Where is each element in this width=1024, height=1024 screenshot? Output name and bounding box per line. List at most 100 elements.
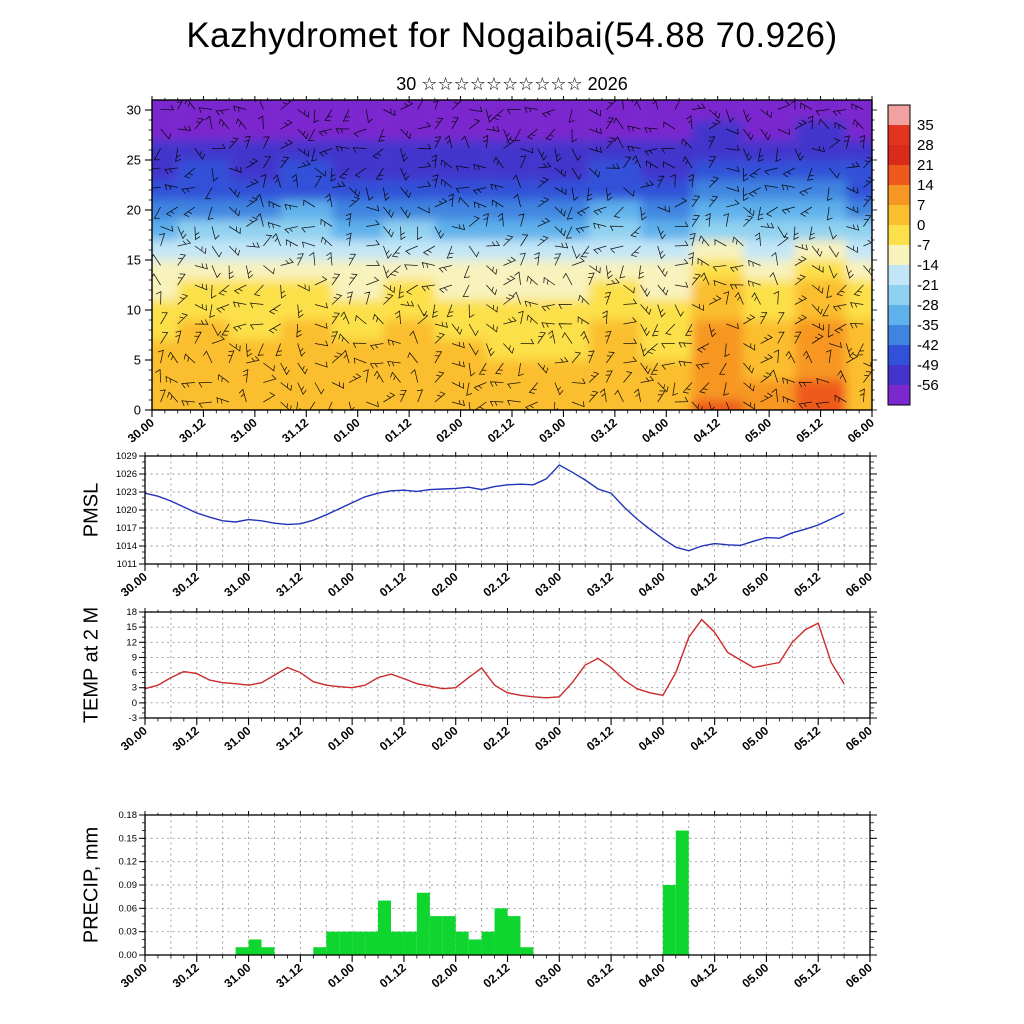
- x-tick-label: 06.00: [843, 723, 875, 753]
- y-tick-label: 5: [134, 353, 141, 368]
- colorbar-label: -14: [917, 257, 939, 274]
- x-tick-label: 31.12: [279, 415, 311, 445]
- y-tick-label: 0.03: [119, 927, 138, 938]
- colorbar-label: -7: [917, 237, 930, 254]
- precip-bars: [235, 830, 689, 955]
- y-tick-label: 3: [132, 683, 137, 694]
- y-tick-label: 1029: [116, 451, 137, 462]
- x-tick-label: 02.00: [429, 723, 461, 753]
- x-tick-label: 02.00: [429, 569, 461, 599]
- x-tick-label: 31.00: [221, 723, 253, 753]
- x-tick-label: 01.12: [377, 960, 409, 990]
- x-tick-label: 06.00: [843, 569, 875, 599]
- x-tick-label: 04.00: [636, 960, 668, 990]
- colorbar-label: -28: [917, 297, 939, 314]
- page-title: Kazhydromet for Nogaibai(54.88 70.926): [186, 16, 838, 55]
- x-tick-label: 03.00: [536, 415, 568, 445]
- temp-2m-grid: [145, 612, 870, 718]
- y-tick-label: 1020: [116, 505, 137, 516]
- colorbar-label: -21: [917, 277, 939, 294]
- cross-section-heatmap: [152, 100, 872, 410]
- colorbar-label: -56: [917, 377, 939, 394]
- y-tick-label: 30: [127, 103, 141, 118]
- x-tick-label: 31.00: [221, 960, 253, 990]
- y-tick-label: 0.18: [119, 810, 138, 821]
- y-tick-label: 0.09: [119, 880, 138, 891]
- x-tick-label: 06.00: [843, 960, 875, 990]
- x-tick-label: 30.12: [176, 415, 208, 445]
- x-tick-label: 04.12: [691, 415, 723, 445]
- x-tick-label: 02.00: [429, 960, 461, 990]
- y-tick-label: 10: [127, 303, 141, 318]
- x-tick-label: 04.12: [688, 569, 720, 599]
- temp-2m-line: [144, 618, 845, 699]
- pmsl-line: [144, 464, 845, 552]
- y-tick-label: 1017: [116, 523, 137, 534]
- x-tick-label: 01.12: [382, 415, 414, 445]
- temp-2m-frame: [144, 611, 871, 719]
- x-tick-label: 03.12: [584, 569, 616, 599]
- temp-2m-y-axis: -3 0 3 6 9 12 15 18: [126, 607, 877, 724]
- y-tick-label: 0.00: [119, 950, 138, 961]
- x-tick-label: 30.12: [170, 960, 202, 990]
- colorbar-label: -49: [917, 357, 939, 374]
- y-tick-label: 1014: [116, 541, 137, 552]
- x-tick-label: 04.00: [636, 569, 668, 599]
- x-tick-label: 06.00: [845, 415, 877, 445]
- x-tick-label: 31.00: [221, 569, 253, 599]
- x-tick-label: 05.12: [793, 415, 825, 445]
- y-tick-label: 15: [127, 253, 141, 268]
- page-subtitle: 30 ☆☆☆☆☆☆☆☆☆☆ 2026: [396, 74, 628, 94]
- colorbar-label: 28: [917, 137, 934, 154]
- y-tick-label: 12: [126, 637, 137, 648]
- x-tick-label: 02.12: [480, 723, 512, 753]
- x-tick-label: 05.00: [739, 723, 771, 753]
- x-tick-label: 30.00: [118, 569, 150, 599]
- x-tick-label: 05.00: [739, 569, 771, 599]
- x-tick-label: 30.00: [118, 960, 150, 990]
- temp-2m-x-axis: 30.00 30.12 31.00 31.12 01.00 01.12 02.00 02.12…: [118, 608, 875, 754]
- x-tick-label: 03.12: [588, 415, 620, 445]
- y-tick-label: 9: [132, 652, 137, 663]
- x-tick-label: 04.00: [636, 723, 668, 753]
- y-tick-label: -3: [129, 713, 137, 724]
- colorbar-label: 14: [917, 177, 934, 194]
- x-tick-label: 01.00: [331, 415, 363, 445]
- y-tick-label: 15: [126, 622, 137, 633]
- x-tick-label: 01.00: [325, 960, 357, 990]
- colorbar-label: -35: [917, 317, 939, 334]
- x-tick-label: 03.00: [532, 569, 564, 599]
- y-tick-label: 1011: [117, 559, 137, 570]
- x-tick-label: 05.12: [791, 960, 823, 990]
- x-tick-label: 05.00: [739, 960, 771, 990]
- y-tick-label: 1026: [116, 469, 137, 480]
- x-tick-label: 04.00: [639, 415, 671, 445]
- x-tick-label: 02.12: [480, 569, 512, 599]
- x-tick-label: 30.00: [118, 723, 150, 753]
- y-tick-label: 0: [134, 403, 141, 418]
- x-tick-label: 04.12: [688, 960, 720, 990]
- x-tick-label: 31.12: [273, 569, 305, 599]
- colorbar-label: 21: [917, 157, 934, 174]
- x-tick-label: 02.12: [485, 415, 517, 445]
- x-tick-label: 31.12: [273, 960, 305, 990]
- pmsl-grid: [145, 456, 870, 564]
- y-tick-label: 0: [132, 698, 137, 709]
- x-tick-label: 05.12: [791, 723, 823, 753]
- x-tick-label: 03.00: [532, 723, 564, 753]
- x-tick-label: 31.12: [273, 723, 305, 753]
- x-tick-label: 02.12: [480, 960, 512, 990]
- cross-section-y-axis: 0 5 10 15 20 25 30: [127, 103, 877, 418]
- y-tick-label: 6: [132, 668, 137, 679]
- y-tick-label: 0.06: [119, 903, 138, 914]
- x-tick-label: 30.12: [170, 569, 202, 599]
- pmsl-y-axis: 1011 1014 1017 1020 1023 1026 1029: [116, 451, 877, 570]
- precip-y-axis: 0.00 0.03 0.06 0.09 0.12 0.15 0.18: [119, 810, 877, 961]
- colorbar-label: 0: [917, 217, 925, 234]
- colorbar-label: 7: [917, 197, 925, 214]
- x-tick-label: 30.00: [125, 415, 157, 445]
- y-tick-label: 0.15: [119, 833, 138, 844]
- y-tick-label: 20: [127, 203, 141, 218]
